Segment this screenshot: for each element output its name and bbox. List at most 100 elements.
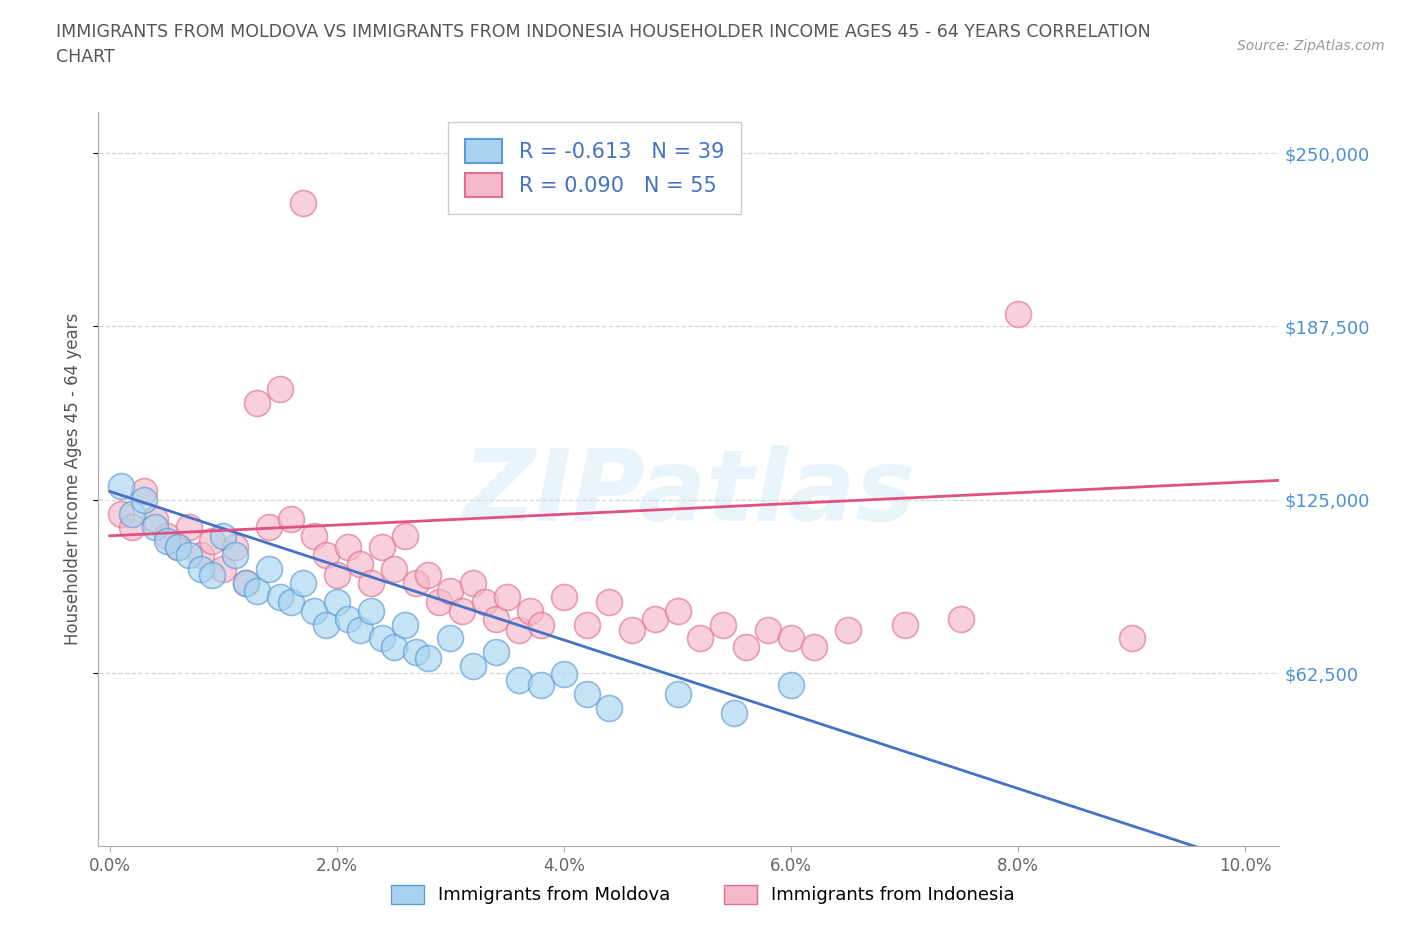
Point: [463, 576, 485, 591]
Point: [246, 395, 269, 410]
Point: [689, 631, 711, 645]
Point: [337, 612, 360, 627]
Point: [349, 622, 371, 637]
Point: [224, 548, 246, 563]
Point: [179, 520, 201, 535]
Point: [427, 595, 450, 610]
Point: [598, 700, 620, 715]
Point: [235, 576, 257, 591]
Point: [212, 562, 235, 577]
Point: [110, 506, 132, 521]
Point: [463, 658, 485, 673]
Point: [519, 604, 541, 618]
Point: [382, 562, 405, 577]
Point: [723, 706, 745, 721]
Point: [405, 644, 427, 659]
Point: [405, 576, 427, 591]
Point: [496, 590, 519, 604]
Point: [235, 576, 257, 591]
Text: Source: ZipAtlas.com: Source: ZipAtlas.com: [1237, 39, 1385, 53]
Point: [291, 195, 314, 210]
Point: [394, 528, 416, 543]
Point: [143, 512, 166, 526]
Point: [155, 528, 177, 543]
Y-axis label: Householder Income Ages 45 - 64 years: Householder Income Ages 45 - 64 years: [65, 312, 83, 645]
Legend: R = -0.613   N = 39, R = 0.090   N = 55: R = -0.613 N = 39, R = 0.090 N = 55: [449, 122, 741, 214]
Point: [485, 612, 508, 627]
Point: [257, 562, 280, 577]
Point: [121, 506, 143, 521]
Point: [167, 539, 190, 554]
Point: [132, 492, 155, 507]
Point: [179, 548, 201, 563]
Point: [530, 678, 553, 693]
Point: [212, 528, 235, 543]
Point: [893, 618, 915, 632]
Point: [280, 595, 302, 610]
Point: [371, 539, 394, 554]
Point: [326, 567, 349, 582]
Point: [190, 562, 212, 577]
Point: [416, 567, 439, 582]
Point: [575, 686, 598, 701]
Point: [190, 548, 212, 563]
Point: [280, 512, 302, 526]
Point: [382, 639, 405, 654]
Point: [201, 534, 224, 549]
Point: [224, 539, 246, 554]
Point: [155, 534, 177, 549]
Point: [553, 590, 575, 604]
Point: [758, 622, 780, 637]
Point: [803, 639, 825, 654]
Point: [315, 618, 337, 632]
Point: [269, 381, 291, 396]
Point: [780, 678, 803, 693]
Point: [110, 478, 132, 493]
Point: [950, 612, 973, 627]
Point: [201, 567, 224, 582]
Point: [349, 556, 371, 571]
Point: [621, 622, 644, 637]
Point: [167, 539, 190, 554]
Point: [337, 539, 360, 554]
Point: [360, 604, 382, 618]
Point: [371, 631, 394, 645]
Point: [485, 644, 508, 659]
Text: CHART: CHART: [56, 48, 115, 66]
Point: [121, 520, 143, 535]
Point: [711, 618, 734, 632]
Point: [530, 618, 553, 632]
Point: [439, 584, 461, 599]
Point: [132, 484, 155, 498]
Legend: Immigrants from Moldova, Immigrants from Indonesia: Immigrants from Moldova, Immigrants from…: [384, 878, 1022, 911]
Point: [269, 590, 291, 604]
Point: [302, 604, 325, 618]
Point: [666, 686, 689, 701]
Point: [143, 520, 166, 535]
Point: [439, 631, 461, 645]
Point: [315, 548, 337, 563]
Point: [1121, 631, 1143, 645]
Point: [780, 631, 803, 645]
Point: [474, 595, 496, 610]
Point: [394, 618, 416, 632]
Point: [837, 622, 859, 637]
Point: [598, 595, 620, 610]
Point: [326, 595, 349, 610]
Point: [508, 672, 530, 687]
Point: [553, 667, 575, 682]
Point: [666, 604, 689, 618]
Point: [246, 584, 269, 599]
Point: [291, 576, 314, 591]
Point: [416, 650, 439, 665]
Point: [1007, 307, 1029, 322]
Point: [644, 612, 666, 627]
Point: [508, 622, 530, 637]
Point: [575, 618, 598, 632]
Point: [302, 528, 325, 543]
Point: [360, 576, 382, 591]
Text: ZIPatlas: ZIPatlas: [463, 445, 915, 542]
Text: IMMIGRANTS FROM MOLDOVA VS IMMIGRANTS FROM INDONESIA HOUSEHOLDER INCOME AGES 45 : IMMIGRANTS FROM MOLDOVA VS IMMIGRANTS FR…: [56, 23, 1152, 41]
Point: [734, 639, 756, 654]
Point: [450, 604, 472, 618]
